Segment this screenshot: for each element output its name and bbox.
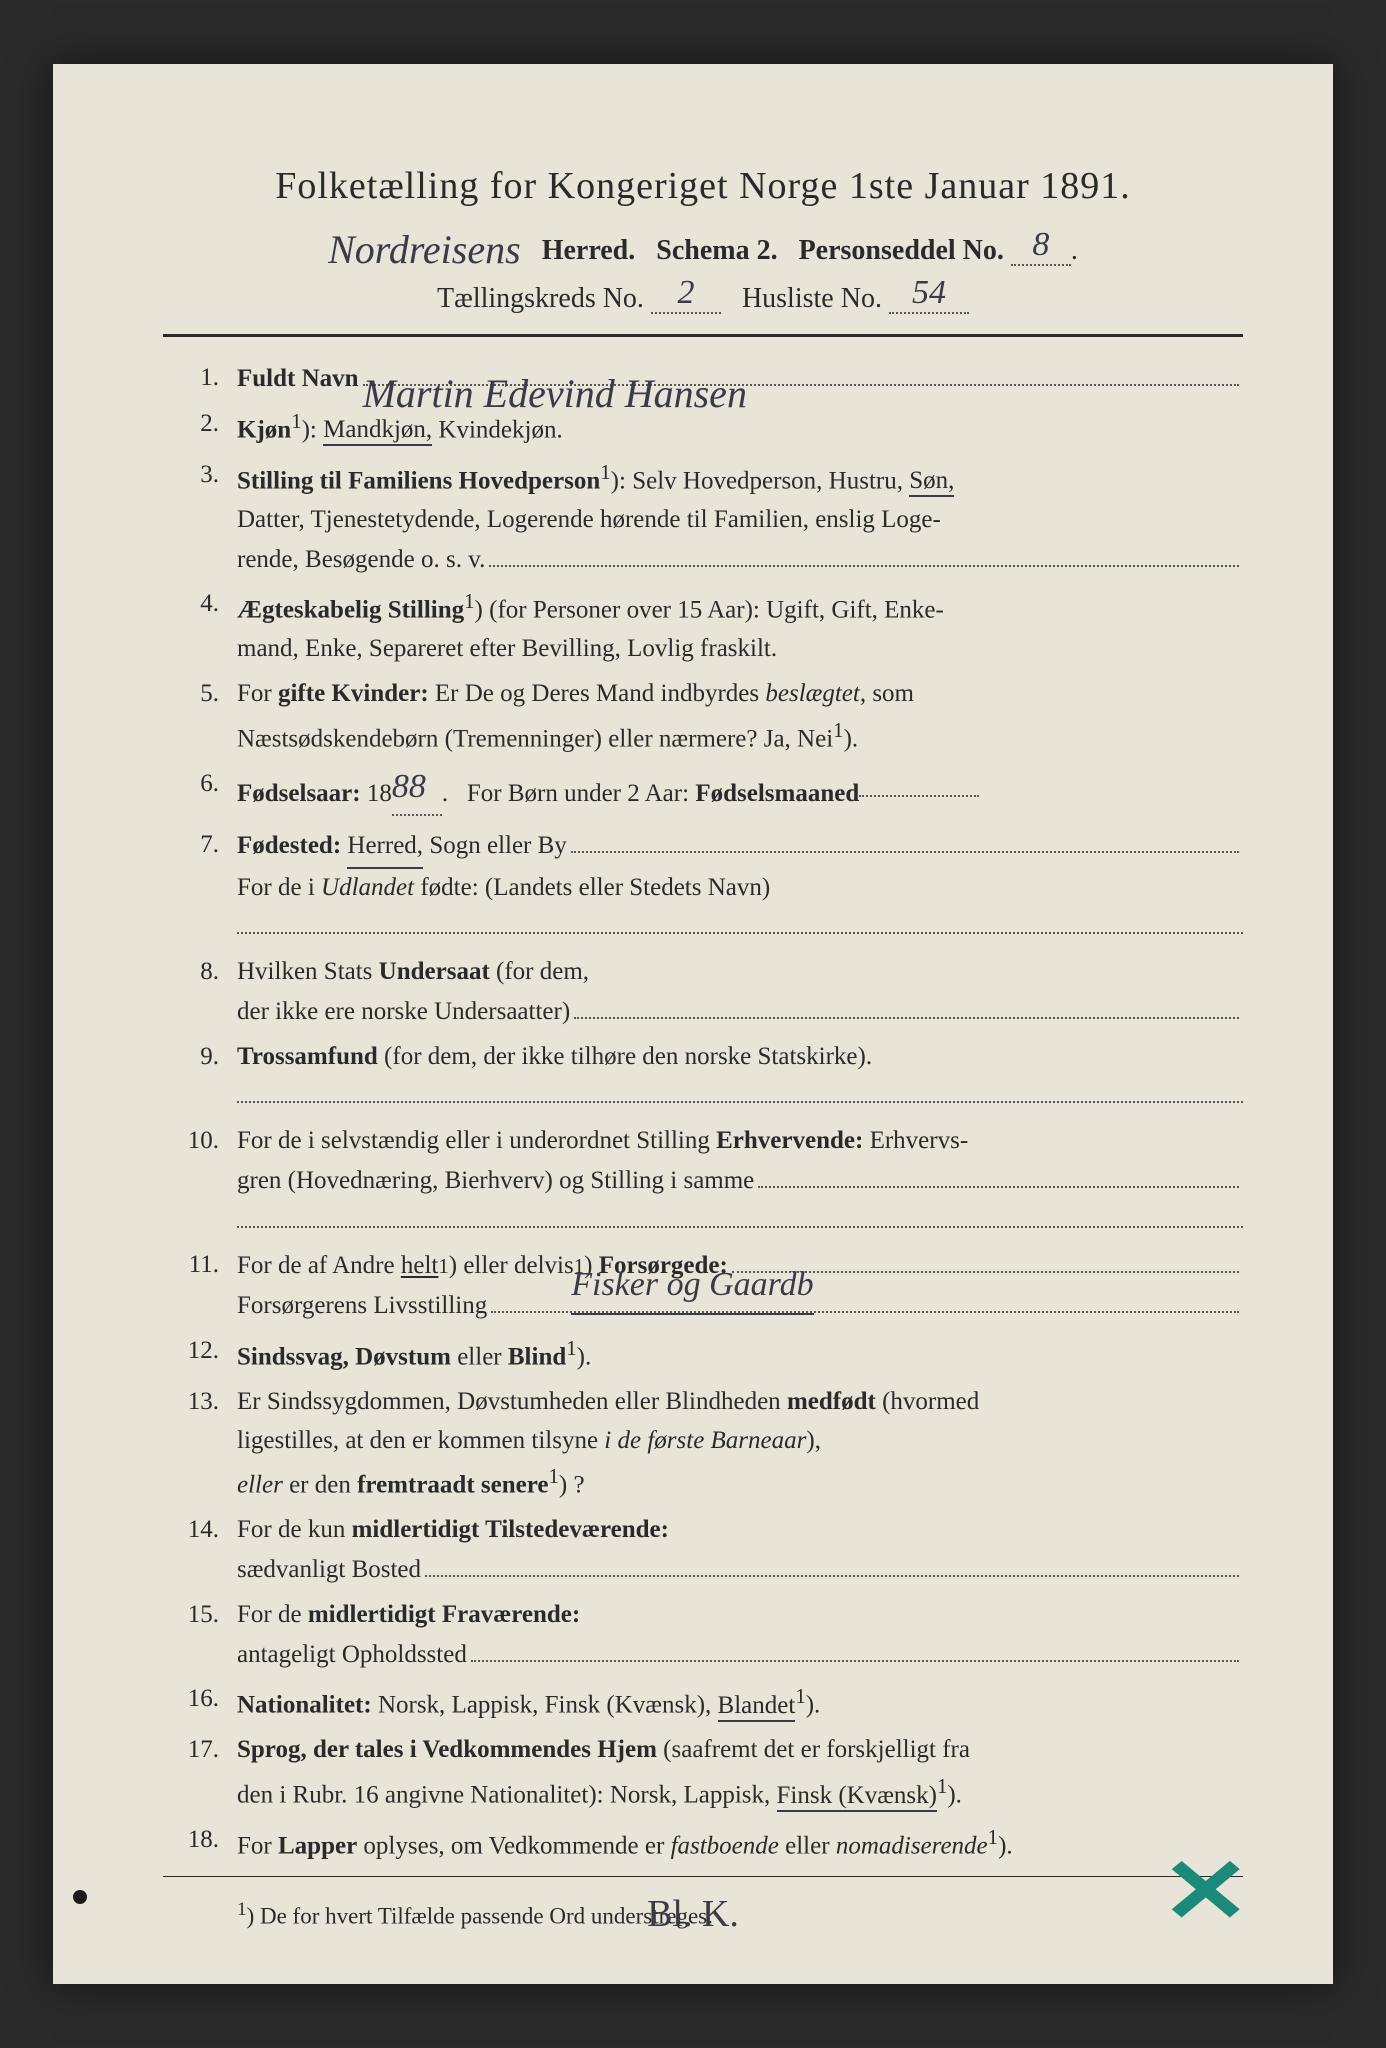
item-12: 12. Sindssvag, Døvstum eller Blind1). xyxy=(163,1332,1243,1377)
item-17: 17. Sprog, der tales i Vedkommendes Hjem… xyxy=(163,1731,1243,1815)
bottom-annotation: Bl. K. xyxy=(647,1892,739,1936)
census-form-page: Folketælling for Kongeriget Norge 1ste J… xyxy=(53,64,1333,1984)
relation-selected: Søn, xyxy=(909,467,954,497)
form-title: Folketælling for Kongeriget Norge 1ste J… xyxy=(163,164,1243,208)
item-4: 4. Ægteskabelig Stilling1) (for Personer… xyxy=(163,585,1243,669)
ink-dot xyxy=(73,1890,87,1904)
item-7: 7. Fødested: Herred, Sogn eller By For d… xyxy=(163,826,1243,947)
item-5: 5. For gifte Kvinder: Er De og Deres Man… xyxy=(163,675,1243,759)
language-selected: Finsk (Kvænsk) xyxy=(777,1782,937,1812)
item-18: 18. For Lapper oplyses, om Vedkommende e… xyxy=(163,1821,1243,1866)
divider xyxy=(163,334,1243,337)
full-name-value: Martin Edevind Hansen xyxy=(363,363,747,388)
herred-handwritten: Nordreisens xyxy=(328,227,521,272)
gender-selected: Mandkjøn, xyxy=(323,416,432,446)
header-line-2: Nordreisens Herred. Schema 2. Personsedd… xyxy=(163,222,1243,270)
item-13: 13. Er Sindssygdommen, Døvstumheden elle… xyxy=(163,1383,1243,1506)
item-11: 11. For de af Andre helt1) eller delvis1… xyxy=(163,1246,1243,1326)
item-15: 15. For de midlertidigt Fraværende: anta… xyxy=(163,1596,1243,1675)
footnote-divider xyxy=(163,1876,1243,1877)
kreds-no: 2 xyxy=(677,274,694,311)
item-6: 6. Fødselsaar: 1888. For Børn under 2 Aa… xyxy=(163,765,1243,820)
header-line-3: Tællingskreds No. 2 Husliste No. 54 xyxy=(163,278,1243,318)
nationality-selected: Blandet xyxy=(718,1692,796,1722)
item-16: 16. Nationalitet: Norsk, Lappisk, Finsk … xyxy=(163,1680,1243,1725)
birthplace-selected: Herred, xyxy=(347,827,423,869)
item-8: 8. Hvilken Stats Undersaat (for dem, der… xyxy=(163,953,1243,1032)
husliste-no: 54 xyxy=(912,274,946,311)
birth-year: 88 xyxy=(392,768,426,805)
x-mark-icon: ✕ xyxy=(1160,1839,1251,1944)
item-9: 9. Trossamfund (for dem, der ikke tilhør… xyxy=(163,1038,1243,1117)
item-3: 3. Stilling til Familiens Hovedperson1):… xyxy=(163,456,1243,580)
form-header: Folketælling for Kongeriget Norge 1ste J… xyxy=(163,164,1243,318)
item-10: 10. For de i selvstændig eller i underor… xyxy=(163,1122,1243,1240)
item-1: 1. Fuldt Navn Martin Edevind Hansen xyxy=(163,359,1243,399)
personseddel-no: 8 xyxy=(1032,226,1049,263)
form-items: 1. Fuldt Navn Martin Edevind Hansen 2. K… xyxy=(163,359,1243,1866)
provider-occupation: Fisker og Gaardb xyxy=(571,1259,813,1315)
item-14: 14. For de kun midlertidigt Tilstedevære… xyxy=(163,1511,1243,1590)
